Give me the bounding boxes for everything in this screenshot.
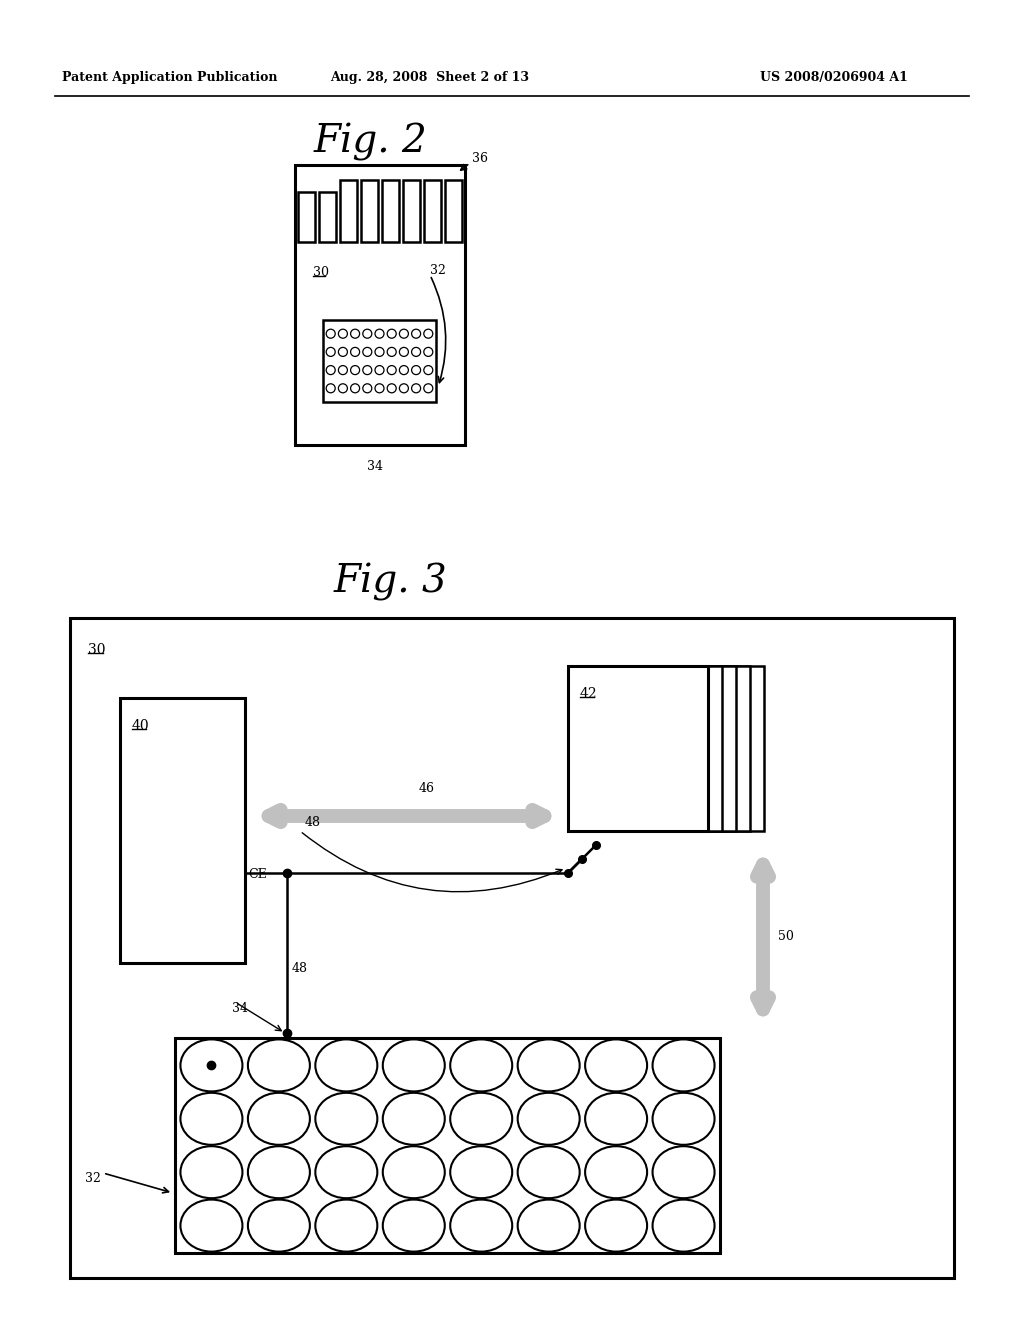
Ellipse shape (451, 1039, 512, 1092)
Text: 48: 48 (292, 961, 308, 974)
Bar (596, 667, 736, 832)
Ellipse shape (315, 1200, 377, 1251)
Ellipse shape (180, 1039, 243, 1092)
Ellipse shape (180, 1146, 243, 1199)
Ellipse shape (248, 1039, 310, 1092)
Ellipse shape (585, 1146, 647, 1199)
Bar (568, 667, 708, 832)
Bar (340, 180, 357, 242)
Bar (120, 698, 245, 964)
Ellipse shape (518, 1093, 580, 1144)
Ellipse shape (180, 1093, 243, 1144)
Ellipse shape (652, 1146, 715, 1199)
Text: 30: 30 (313, 267, 329, 280)
Bar (70, 618, 954, 1278)
Ellipse shape (315, 1146, 377, 1199)
Bar (445, 180, 462, 242)
Ellipse shape (315, 1093, 377, 1144)
Bar (323, 319, 436, 403)
Text: 42: 42 (580, 686, 598, 701)
Ellipse shape (180, 1200, 243, 1251)
Text: 32: 32 (430, 264, 445, 276)
Bar (624, 667, 764, 832)
Text: Patent Application Publication: Patent Application Publication (62, 71, 278, 84)
Text: 48: 48 (305, 817, 321, 829)
Text: 32: 32 (85, 1172, 101, 1184)
Ellipse shape (451, 1200, 512, 1251)
Bar (582, 667, 722, 832)
Ellipse shape (652, 1039, 715, 1092)
Ellipse shape (585, 1039, 647, 1092)
Bar (175, 1038, 720, 1253)
Ellipse shape (248, 1146, 310, 1199)
Bar (298, 191, 315, 242)
Ellipse shape (518, 1200, 580, 1251)
Text: Aug. 28, 2008  Sheet 2 of 13: Aug. 28, 2008 Sheet 2 of 13 (331, 71, 529, 84)
Ellipse shape (451, 1146, 512, 1199)
Bar (610, 667, 750, 832)
Bar (424, 180, 441, 242)
Text: Fig. 3: Fig. 3 (333, 564, 446, 601)
Ellipse shape (383, 1146, 444, 1199)
Ellipse shape (652, 1093, 715, 1144)
Text: 36: 36 (472, 152, 488, 165)
Text: US 2008/0206904 A1: US 2008/0206904 A1 (760, 71, 908, 84)
Text: 40: 40 (132, 719, 150, 733)
Ellipse shape (585, 1093, 647, 1144)
Text: 30: 30 (88, 643, 105, 657)
Ellipse shape (383, 1039, 444, 1092)
Text: 34: 34 (232, 1002, 248, 1015)
Ellipse shape (383, 1200, 444, 1251)
Ellipse shape (315, 1039, 377, 1092)
Bar (295, 165, 465, 445)
Ellipse shape (383, 1093, 444, 1144)
Ellipse shape (585, 1200, 647, 1251)
Ellipse shape (248, 1200, 310, 1251)
Text: CE: CE (248, 869, 266, 882)
Text: Fig. 2: Fig. 2 (313, 123, 427, 161)
Bar (361, 180, 378, 242)
Ellipse shape (652, 1200, 715, 1251)
Ellipse shape (518, 1146, 580, 1199)
Bar (382, 180, 399, 242)
Ellipse shape (248, 1093, 310, 1144)
Text: 34: 34 (367, 461, 383, 474)
Text: 50: 50 (778, 931, 794, 944)
Ellipse shape (518, 1039, 580, 1092)
Bar (403, 180, 420, 242)
Ellipse shape (451, 1093, 512, 1144)
Text: 46: 46 (419, 781, 434, 795)
Bar (319, 191, 336, 242)
